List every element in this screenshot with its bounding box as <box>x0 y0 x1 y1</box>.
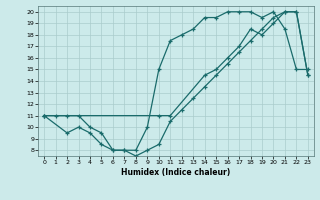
X-axis label: Humidex (Indice chaleur): Humidex (Indice chaleur) <box>121 168 231 177</box>
